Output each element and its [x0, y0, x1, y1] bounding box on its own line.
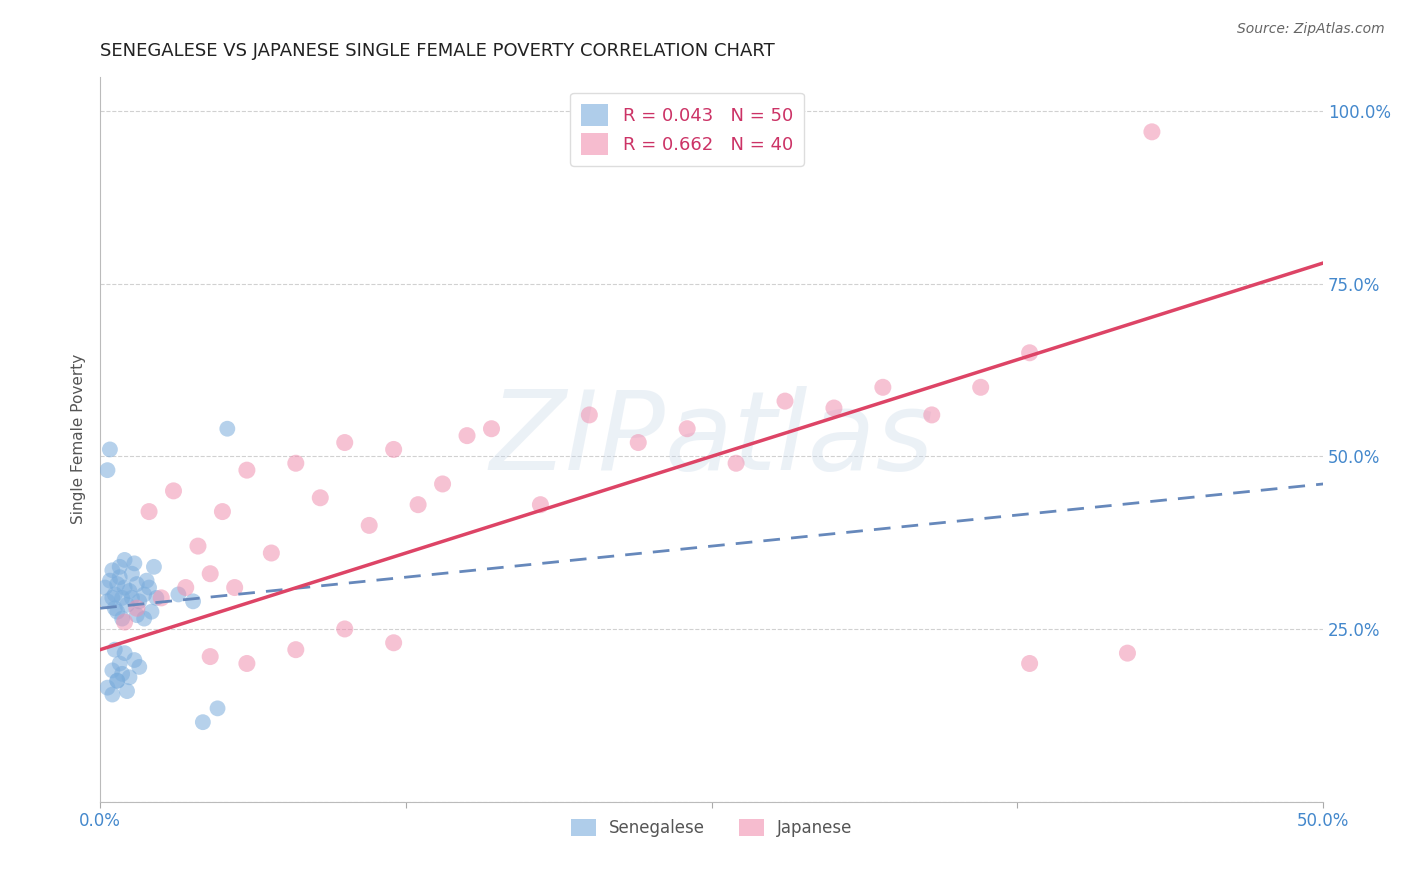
- Point: [333, 622, 356, 636]
- Point: [105, 577, 128, 591]
- Point: [98, 574, 121, 588]
- Point: [207, 701, 229, 715]
- Point: [141, 605, 163, 619]
- Point: [200, 649, 222, 664]
- Point: [260, 546, 283, 560]
- Point: [104, 587, 127, 601]
- Text: Source: ZipAtlas.com: Source: ZipAtlas.com: [1237, 22, 1385, 37]
- Point: [432, 477, 454, 491]
- Point: [145, 591, 167, 605]
- Point: [111, 666, 134, 681]
- Point: [98, 442, 121, 457]
- Point: [167, 587, 190, 601]
- Point: [1018, 657, 1040, 671]
- Text: SENEGALESE VS JAPANESE SINGLE FEMALE POVERTY CORRELATION CHART: SENEGALESE VS JAPANESE SINGLE FEMALE POV…: [100, 42, 775, 60]
- Point: [125, 601, 148, 615]
- Point: [101, 591, 124, 605]
- Point: [823, 401, 845, 415]
- Point: [1140, 125, 1163, 139]
- Point: [284, 456, 307, 470]
- Point: [101, 664, 124, 678]
- Point: [111, 591, 134, 605]
- Point: [118, 584, 141, 599]
- Point: [125, 577, 148, 591]
- Point: [481, 422, 503, 436]
- Point: [309, 491, 332, 505]
- Point: [96, 594, 118, 608]
- Point: [101, 688, 124, 702]
- Point: [135, 574, 157, 588]
- Point: [236, 657, 259, 671]
- Point: [114, 581, 136, 595]
- Point: [181, 594, 204, 608]
- Point: [111, 612, 134, 626]
- Point: [773, 394, 796, 409]
- Point: [333, 435, 356, 450]
- Point: [108, 657, 131, 671]
- Point: [187, 539, 209, 553]
- Point: [121, 591, 143, 605]
- Point: [115, 598, 138, 612]
- Point: [224, 581, 246, 595]
- Point: [921, 408, 943, 422]
- Point: [162, 483, 184, 498]
- Point: [456, 428, 478, 442]
- Y-axis label: Single Female Poverty: Single Female Poverty: [72, 354, 86, 524]
- Point: [217, 422, 239, 436]
- Point: [118, 670, 141, 684]
- Point: [1018, 345, 1040, 359]
- Point: [284, 642, 307, 657]
- Point: [134, 612, 156, 626]
- Legend: Senegalese, Japanese: Senegalese, Japanese: [564, 813, 859, 844]
- Point: [108, 559, 131, 574]
- Point: [578, 408, 600, 422]
- Point: [725, 456, 748, 470]
- Point: [236, 463, 259, 477]
- Point: [211, 505, 233, 519]
- Point: [104, 642, 127, 657]
- Point: [96, 463, 118, 477]
- Point: [529, 498, 551, 512]
- Point: [200, 566, 222, 581]
- Point: [105, 673, 128, 688]
- Point: [114, 615, 136, 629]
- Point: [114, 646, 136, 660]
- Point: [128, 594, 150, 608]
- Point: [124, 557, 146, 571]
- Point: [96, 681, 118, 695]
- Point: [105, 673, 128, 688]
- Point: [174, 581, 197, 595]
- Point: [359, 518, 381, 533]
- Point: [108, 570, 131, 584]
- Point: [114, 553, 136, 567]
- Point: [124, 653, 146, 667]
- Point: [94, 581, 117, 595]
- Point: [382, 636, 405, 650]
- Point: [872, 380, 894, 394]
- Point: [142, 559, 165, 574]
- Point: [101, 563, 124, 577]
- Text: ZIPatlas: ZIPatlas: [489, 385, 934, 492]
- Point: [1116, 646, 1139, 660]
- Point: [382, 442, 405, 457]
- Point: [104, 601, 127, 615]
- Point: [150, 591, 173, 605]
- Point: [105, 605, 128, 619]
- Point: [627, 435, 650, 450]
- Point: [406, 498, 429, 512]
- Point: [128, 660, 150, 674]
- Point: [970, 380, 993, 394]
- Point: [138, 581, 160, 595]
- Point: [138, 505, 160, 519]
- Point: [115, 684, 138, 698]
- Point: [191, 715, 214, 730]
- Point: [676, 422, 699, 436]
- Point: [121, 566, 143, 581]
- Point: [134, 587, 156, 601]
- Point: [125, 608, 148, 623]
